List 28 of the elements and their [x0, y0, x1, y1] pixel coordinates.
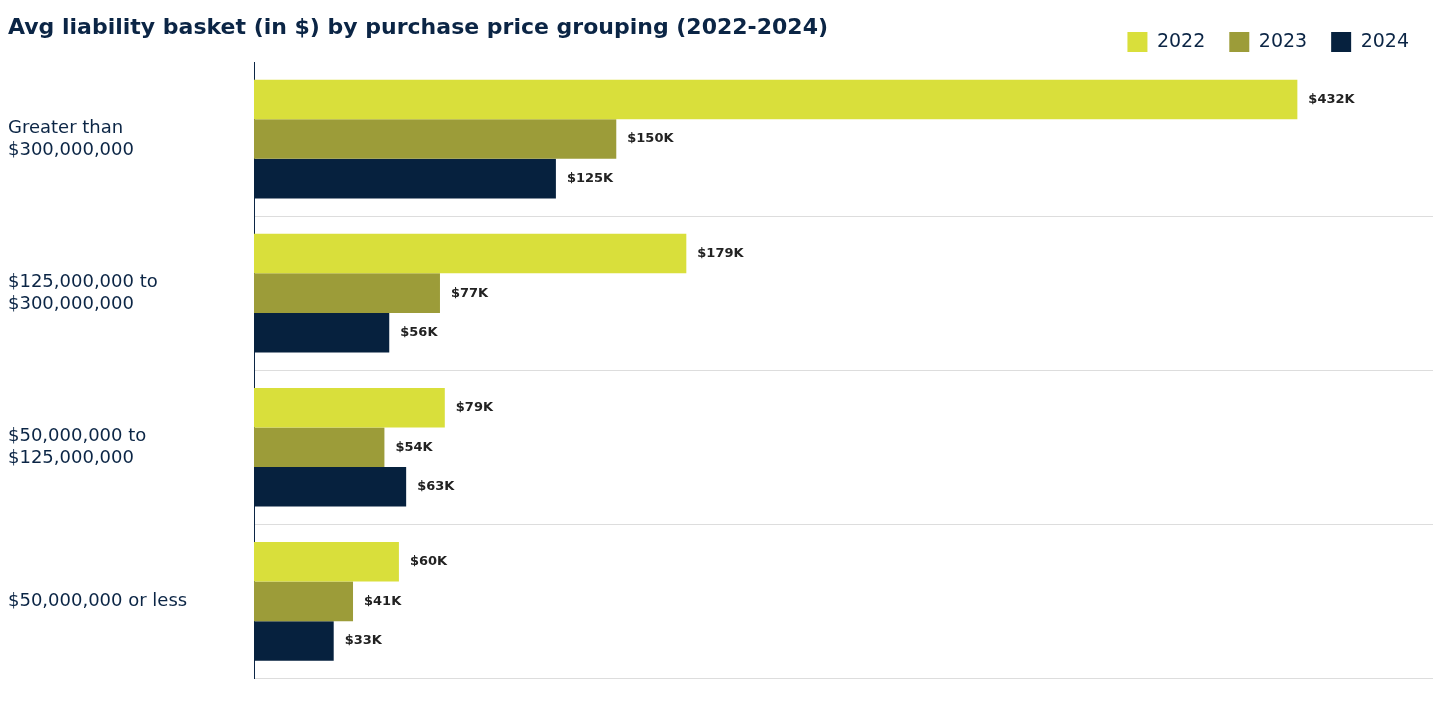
- y-tick-label: $50,000,000 or less: [8, 589, 188, 611]
- bar: [254, 581, 354, 622]
- data-label: $125K: [566, 169, 615, 185]
- bar: [254, 542, 399, 582]
- data-label: $150K: [627, 130, 675, 146]
- legend-label: 2022: [1156, 28, 1206, 51]
- data-label: $41K: [364, 592, 403, 608]
- bar: [254, 233, 687, 274]
- bar: [254, 119, 617, 159]
- data-label: $77K: [450, 284, 490, 300]
- bar: [254, 273, 440, 313]
- y-tick-label: $125,000,000 to $300,000,000: [8, 270, 158, 313]
- bar: [254, 427, 385, 468]
- bar: [254, 387, 445, 428]
- chart-title: Avg liability basket (in $) by purchase price grouping (2022-2024): [8, 14, 828, 39]
- data-label: $56K: [400, 324, 439, 340]
- data-label: $54K: [395, 438, 434, 454]
- y-tick-label: Greater than $300,000,000: [8, 115, 134, 159]
- data-label: $33K: [344, 632, 383, 648]
- data-label: $179K: [697, 244, 745, 260]
- legend-label: 2023: [1258, 28, 1308, 51]
- legend-label: 2024: [1360, 28, 1410, 51]
- data-label: $63K: [417, 478, 456, 494]
- data-label: $432K: [1308, 90, 1356, 106]
- bar: [254, 79, 1298, 120]
- data-label: $79K: [455, 399, 494, 415]
- data-label: $60K: [409, 553, 449, 569]
- y-tick-label: $50,000,000 to $125,000,000: [8, 424, 147, 467]
